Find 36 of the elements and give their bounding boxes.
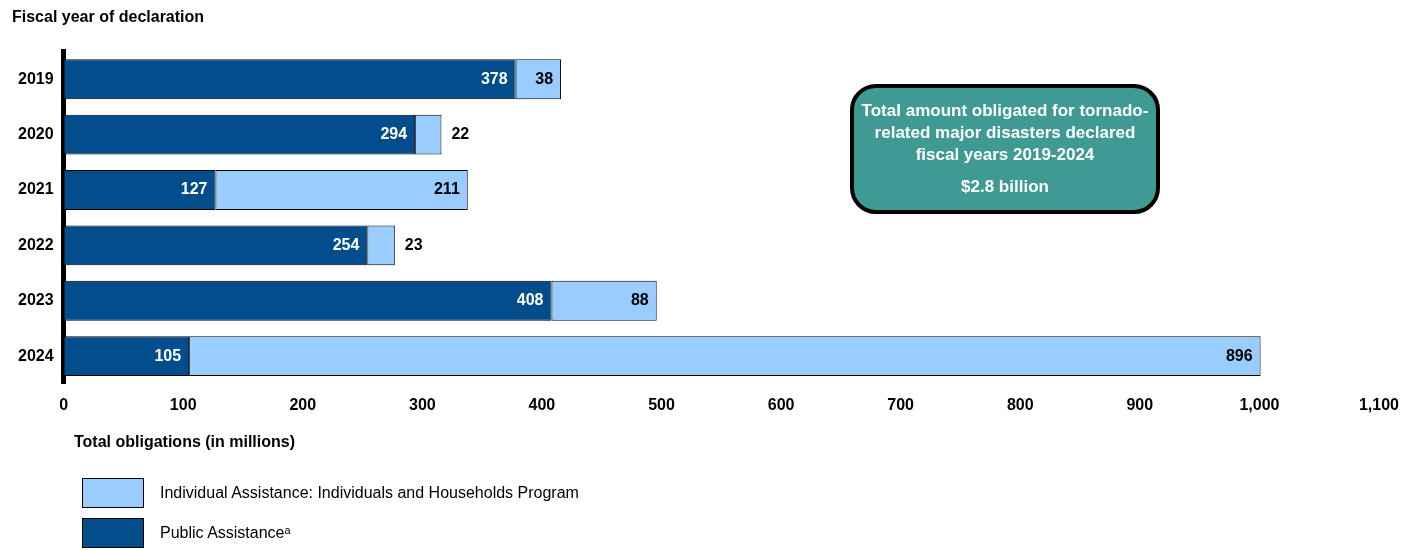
annotation: Total amount obligated for tornado-related major disasters declared fiscal years 2019-2024: [860, 100, 1150, 166]
y-tick-label: 2020: [18, 125, 54, 143]
y-tick-label: 2024: [18, 346, 54, 364]
x-tick-label: 500: [648, 395, 675, 413]
data-label: 408: [516, 291, 544, 309]
data-label: 254: [332, 235, 360, 253]
data-label: 105: [154, 346, 182, 364]
legend-label: Individual Assistance: Individuals and Households Program: [160, 484, 579, 502]
data-label: 23: [404, 235, 423, 253]
x-tick-label: 0: [59, 395, 69, 413]
data-label: 896: [1225, 346, 1253, 364]
x-tick-label: 600: [767, 395, 795, 413]
data-label: 378: [480, 69, 508, 87]
x-tick-label: 400: [528, 395, 556, 413]
x-tick-label: 900: [1126, 395, 1154, 413]
x-axis-title: Total obligations (in millions): [74, 433, 297, 451]
data-label: 88: [630, 291, 649, 309]
x-tick-label: 200: [289, 395, 317, 413]
data-label: 211: [433, 180, 460, 198]
x-tick-label: 800: [1006, 395, 1034, 413]
data-label: 22: [451, 125, 470, 143]
x-tick-label: 700: [887, 395, 915, 413]
data-label: 294: [380, 125, 408, 143]
y-tick-label: 2019: [18, 69, 54, 87]
x-tick-label: 300: [408, 395, 436, 413]
x-tick-label: 100: [169, 395, 197, 413]
y-tick-label: 2023: [18, 291, 54, 309]
x-tick-label: 1,000: [1239, 395, 1280, 413]
legend-label: Public Assistanceᵃ: [160, 524, 291, 542]
data-label: 38: [535, 69, 554, 87]
data-label: 127: [180, 180, 208, 198]
y-tick-label: 2022: [18, 235, 54, 253]
y-axis-title: Fiscal year of declaration: [12, 8, 206, 27]
y-tick-label: 2021: [18, 180, 54, 198]
x-tick-label: 1,100: [1358, 395, 1400, 413]
annotation: $2.8 billion: [960, 176, 1050, 198]
